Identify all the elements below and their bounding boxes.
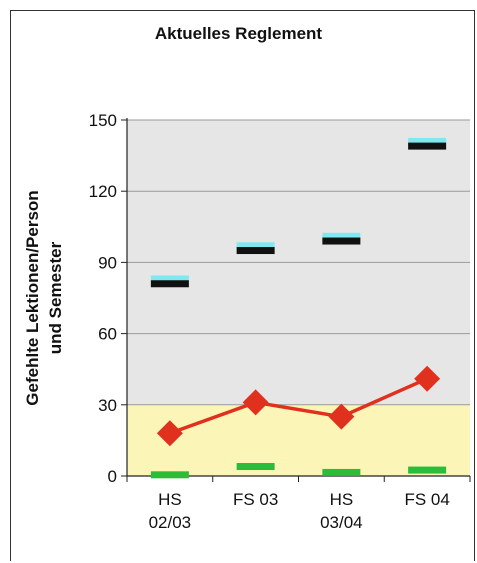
y-tick-label: 90: [98, 253, 117, 272]
x-tick-label: 03/04: [320, 513, 363, 532]
dash-marker: [408, 142, 447, 150]
dash-marker: [236, 247, 275, 255]
dash-marker: [408, 137, 447, 145]
x-tick-label: FS 03: [233, 490, 278, 509]
y-tick-label: 120: [89, 182, 117, 201]
dash-marker: [236, 242, 275, 250]
chart-title: Aktuelles Reglement: [154, 24, 323, 43]
dash-marker: [408, 466, 447, 474]
diamond-marker: [414, 365, 441, 392]
x-tick-label: FS 04: [404, 490, 449, 509]
x-tick-label: 02/03: [149, 513, 192, 532]
y-axis-label-line1: Gefehlte Lektionen/Person: [23, 190, 42, 405]
dash-marker: [322, 468, 361, 476]
dash-marker: [236, 463, 275, 471]
dash-marker: [150, 471, 189, 479]
background-band: [127, 404, 470, 476]
dash-marker: [322, 237, 361, 245]
diamond-marker: [328, 403, 355, 430]
y-axis-label-line2: und Semester: [46, 241, 65, 354]
x-tick-label: HS: [158, 490, 182, 509]
series-line: [169, 377, 428, 435]
y-tick-label: 60: [98, 325, 117, 344]
y-tick-label: 30: [98, 396, 117, 415]
dash-marker: [150, 275, 189, 283]
y-tick-label: 0: [108, 467, 117, 486]
dash-marker: [150, 280, 189, 288]
x-tick-label: HS: [330, 490, 354, 509]
y-tick-label: 150: [89, 111, 117, 130]
diamond-marker: [242, 389, 269, 416]
dash-marker: [322, 232, 361, 240]
diamond-marker: [156, 420, 183, 447]
